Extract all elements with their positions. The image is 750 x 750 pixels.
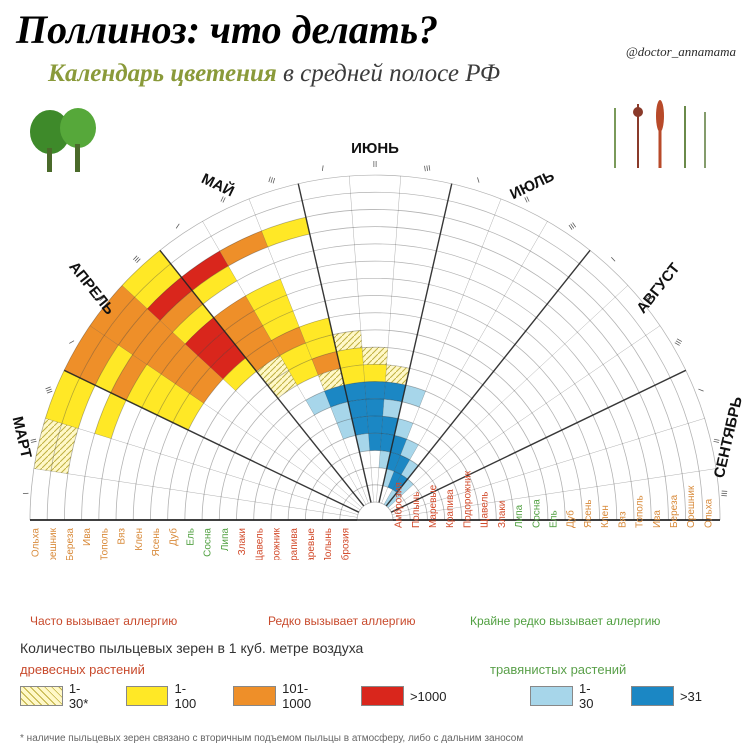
legend-swatch-label: >31 xyxy=(680,689,702,704)
legend-swatch-label: 101-1000 xyxy=(282,681,333,711)
legend-swatch xyxy=(233,686,276,706)
legend-grass-label: травянистых растений xyxy=(490,662,626,677)
svg-text:I: I xyxy=(697,387,706,392)
subtitle: Календарь цветения в средней полосе РФ xyxy=(48,60,500,88)
svg-text:АПРЕЛЬ: АПРЕЛЬ xyxy=(65,259,118,319)
svg-text:Ель: Ель xyxy=(549,510,560,528)
svg-text:Вяз: Вяз xyxy=(117,528,128,545)
svg-text:МАРТ: МАРТ xyxy=(9,415,35,460)
svg-text:III: III xyxy=(43,385,54,394)
svg-text:Амброзия: Амброзия xyxy=(393,482,405,528)
svg-text:II: II xyxy=(28,438,38,444)
svg-text:Ива: Ива xyxy=(652,510,663,528)
svg-text:Клен: Клен xyxy=(600,505,611,528)
svg-text:I: I xyxy=(610,255,618,263)
svg-text:III: III xyxy=(423,164,431,174)
legend-swatch xyxy=(631,686,674,706)
svg-text:I: I xyxy=(67,339,76,345)
subtitle-part-b: в средней полосе РФ xyxy=(283,60,500,87)
legend-swatch-label: >1000 xyxy=(410,689,447,704)
svg-text:Ива: Ива xyxy=(82,528,93,546)
svg-text:Ясень: Ясень xyxy=(583,499,594,528)
svg-text:Злаки: Злаки xyxy=(237,528,248,555)
svg-text:Орешник: Орешник xyxy=(48,527,59,560)
legend-swatch xyxy=(126,686,169,706)
legend-swatch-label: 1-30 xyxy=(579,681,603,711)
svg-text:Орешник: Орешник xyxy=(686,485,697,528)
svg-text:АВГУСТ: АВГУСТ xyxy=(633,260,683,317)
svg-text:Ольха: Ольха xyxy=(31,528,42,558)
svg-text:Сосна: Сосна xyxy=(531,499,542,528)
svg-text:Щавель: Щавель xyxy=(480,491,491,528)
svg-text:III: III xyxy=(267,175,276,186)
svg-text:Липа: Липа xyxy=(220,528,231,552)
svg-text:Маревые: Маревые xyxy=(428,484,439,528)
svg-text:Береза: Береза xyxy=(65,528,76,560)
svg-text:I: I xyxy=(321,164,325,173)
svg-text:II: II xyxy=(219,195,227,205)
svg-text:Ольха: Ольха xyxy=(703,498,714,528)
svg-text:Крапива: Крапива xyxy=(289,528,300,560)
legend-swatch-label: 1-100 xyxy=(174,681,205,711)
svg-text:III: III xyxy=(567,221,578,232)
svg-text:Тополь: Тополь xyxy=(635,495,646,528)
author-handle: @doctor_annamama xyxy=(626,44,736,60)
svg-text:Тополь: Тополь xyxy=(99,528,110,560)
svg-text:СЕНТЯБРЬ: СЕНТЯБРЬ xyxy=(711,395,746,480)
svg-text:I: I xyxy=(174,222,181,231)
svg-text:Подорожник: Подорожник xyxy=(272,527,283,560)
svg-text:ИЮНЬ: ИЮНЬ xyxy=(351,140,399,157)
svg-text:I: I xyxy=(21,492,30,495)
svg-text:Крапива: Крапива xyxy=(445,489,456,528)
svg-text:Дуб: Дуб xyxy=(565,510,577,528)
svg-text:Дуб: Дуб xyxy=(167,528,179,546)
footnote: * наличие пыльцевых зерен связано с втор… xyxy=(20,733,523,744)
svg-text:Вяз: Вяз xyxy=(617,511,628,528)
svg-text:ИЮЛЬ: ИЮЛЬ xyxy=(507,167,557,203)
svg-text:II: II xyxy=(523,195,531,205)
legend-title: Количество пыльцевых зерен в 1 куб. метр… xyxy=(20,640,730,656)
svg-text:Липа: Липа xyxy=(514,504,525,528)
svg-text:III: III xyxy=(131,254,142,265)
svg-text:Сосна: Сосна xyxy=(203,528,214,557)
svg-text:Амброзия: Амброзия xyxy=(339,528,351,560)
svg-text:Щавель: Щавель xyxy=(254,528,265,560)
svg-text:Полынь: Полынь xyxy=(323,528,334,560)
legend-swatch xyxy=(530,686,573,706)
page-title: Поллиноз: что делать? xyxy=(16,6,438,53)
svg-text:Полынь: Полынь xyxy=(411,492,422,528)
svg-text:II: II xyxy=(373,160,377,169)
legend-tree-label: древесных растений xyxy=(20,662,490,677)
svg-text:МАЙ: МАЙ xyxy=(199,169,238,200)
svg-text:Злаки: Злаки xyxy=(497,501,508,528)
svg-text:I: I xyxy=(476,176,481,185)
svg-text:III: III xyxy=(720,490,729,497)
frequency-label: Часто вызывает аллергию xyxy=(30,614,177,628)
legend-swatch xyxy=(20,686,63,706)
svg-text:Ель: Ель xyxy=(186,528,197,546)
frequency-label: Крайне редко вызывает аллергию xyxy=(470,614,660,628)
legend-swatch-label: 1-30* xyxy=(69,681,98,711)
legend: Количество пыльцевых зерен в 1 куб. метр… xyxy=(20,640,730,711)
svg-text:Ясень: Ясень xyxy=(151,528,162,557)
frequency-label: Редко вызывает аллергию xyxy=(268,614,416,628)
subtitle-part-a: Календарь цветения xyxy=(48,60,277,87)
svg-text:Маревые: Маревые xyxy=(306,528,317,560)
svg-text:III: III xyxy=(673,337,684,347)
svg-text:Клен: Клен xyxy=(134,528,145,551)
legend-swatch xyxy=(361,686,404,706)
polar-calendar-chart: МАРТIIIIIIАПРЕЛЬIIIIIIМАЙIIIIIIИЮНЬIIIII… xyxy=(0,90,750,560)
svg-text:Береза: Береза xyxy=(669,494,680,528)
svg-text:Подорожник: Подорожник xyxy=(462,470,473,528)
